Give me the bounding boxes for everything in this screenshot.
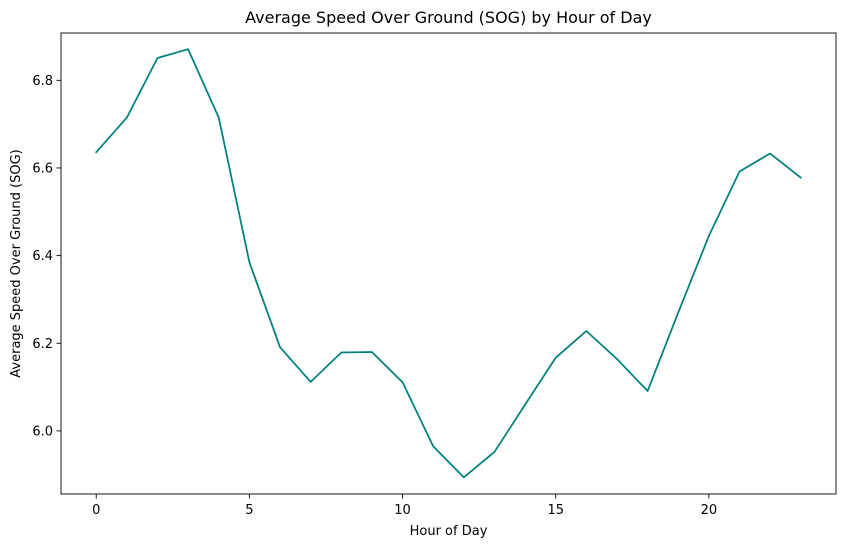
chart-title: Average Speed Over Ground (SOG) by Hour … — [245, 8, 652, 27]
plot-area — [94, 48, 802, 479]
x-tick-label: 5 — [245, 503, 253, 518]
x-axis-label: Hour of Day — [410, 524, 488, 539]
y-tick-label: 6.6 — [32, 161, 53, 176]
series-line-0 — [94, 48, 802, 479]
y-tick-label: 6.4 — [32, 249, 53, 264]
plot-frame — [60, 32, 837, 495]
y-tick-label: 6.8 — [32, 74, 53, 89]
y-tick-label: 6.2 — [32, 337, 53, 352]
x-tick-label: 15 — [547, 503, 564, 518]
y-tick-label: 6.0 — [32, 424, 53, 439]
x-tick-label: 10 — [394, 503, 411, 518]
x-tick-label: 20 — [701, 503, 718, 518]
y-axis-label: Average Speed Over Ground (SOG) — [9, 149, 24, 377]
x-tick-label: 0 — [92, 503, 100, 518]
axes: 0 5 10 15 20 6.0 6.2 6.4 6.6 6.8 — [32, 32, 837, 518]
